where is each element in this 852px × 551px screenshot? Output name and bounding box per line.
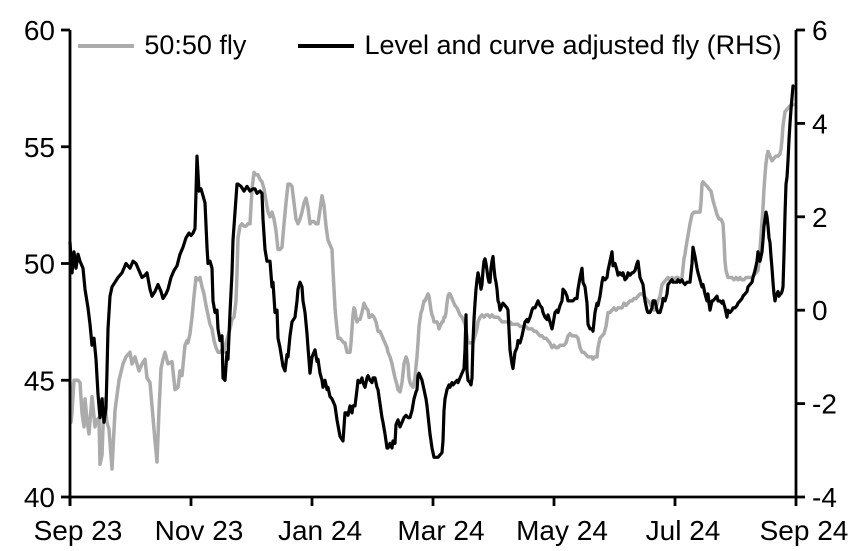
right-tick-label: -2 xyxy=(812,389,837,420)
right-tick-label: 2 xyxy=(812,202,828,233)
legend: 50:50 fly Level and curve adjusted fly (… xyxy=(78,30,782,61)
gray-line-swatch-icon xyxy=(78,43,135,48)
x-tick-label: Mar 24 xyxy=(397,515,484,546)
legend-item-5050-fly: 50:50 fly xyxy=(78,30,246,61)
right-tick-label: 4 xyxy=(812,108,828,139)
series-line-5050-fly xyxy=(68,102,795,471)
right-tick-label: -4 xyxy=(812,482,837,513)
x-tick-label: Nov 23 xyxy=(155,515,244,546)
x-tick-label: Sep 23 xyxy=(34,515,123,546)
x-tick-label: Jan 24 xyxy=(278,515,362,546)
left-tick-label: 55 xyxy=(24,132,55,163)
x-tick-label: Jul 24 xyxy=(646,515,721,546)
x-tick-label: May 24 xyxy=(516,515,608,546)
legend-label: Level and curve adjusted fly (RHS) xyxy=(364,30,782,60)
left-tick-label: 60 xyxy=(24,15,55,46)
legend-item-level-curve-fly: Level and curve adjusted fly (RHS) xyxy=(298,30,782,61)
x-tick-label: Sep 24 xyxy=(760,515,849,546)
legend-label: 50:50 fly xyxy=(144,30,247,60)
black-line-swatch-icon xyxy=(298,43,355,48)
left-tick-label: 50 xyxy=(24,249,55,280)
left-tick-label: 40 xyxy=(24,482,55,513)
right-tick-label: 0 xyxy=(812,295,828,326)
left-tick-label: 45 xyxy=(24,365,55,396)
right-tick-label: 6 xyxy=(812,15,828,46)
series-line-level-curve-fly xyxy=(68,84,795,459)
